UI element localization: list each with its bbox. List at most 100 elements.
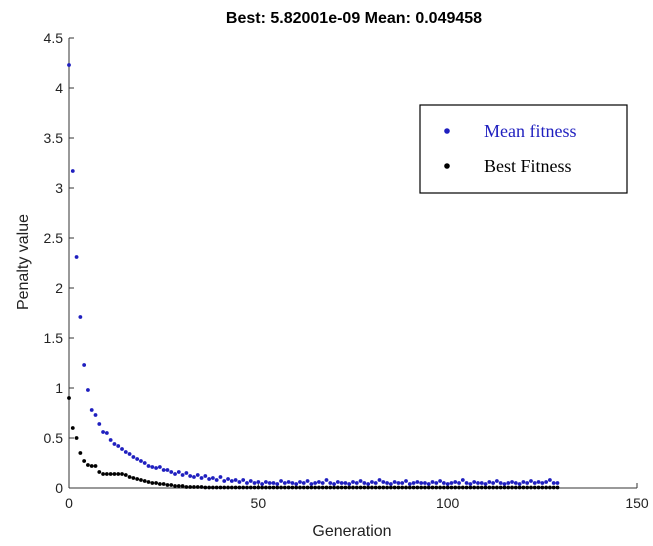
mean-fitness-point [411, 481, 416, 485]
best-fitness-point [89, 464, 94, 468]
best-fitness-point [351, 485, 355, 490]
best-fitness-point [449, 485, 454, 490]
mean-fitness-point [457, 481, 461, 485]
y-tick-label: 0.5 [44, 430, 64, 446]
best-fitness-point [271, 485, 276, 490]
best-fitness-point [104, 472, 109, 476]
best-fitness-point [233, 485, 238, 490]
mean-fitness-point [449, 481, 454, 485]
mean-fitness-point [207, 477, 212, 481]
best-fitness-point [445, 485, 450, 490]
mean-fitness-point [464, 481, 469, 485]
mean-fitness-point [358, 479, 363, 483]
best-fitness-point [419, 485, 424, 490]
best-fitness-point [305, 485, 310, 490]
best-fitness-point [434, 485, 439, 490]
best-fitness-point [97, 470, 102, 474]
mean-fitness-point [252, 481, 257, 485]
mean-fitness-point [423, 481, 427, 485]
best-fitness-point [423, 485, 427, 490]
best-fitness-point [203, 485, 208, 490]
best-fitness-point [472, 485, 477, 490]
legend-label-best: Best Fitness [484, 156, 572, 176]
mean-fitness-point [78, 315, 83, 319]
mean-fitness-point [108, 438, 113, 442]
mean-fitness-point [146, 464, 151, 468]
mean-fitness-point [142, 461, 147, 465]
mean-fitness-point [479, 481, 484, 485]
best-fitness-point [199, 485, 204, 489]
mean-fitness-point [536, 480, 541, 484]
best-fitness-point [392, 485, 397, 490]
y-tick-label: 1.5 [44, 330, 64, 346]
mean-fitness-point [324, 478, 329, 482]
mean-fitness-point [294, 482, 299, 486]
best-fitness-point [366, 485, 371, 490]
mean-fitness-point [502, 482, 507, 486]
best-fitness-point [487, 485, 492, 490]
mean-fitness-point [483, 482, 488, 486]
mean-fitness-point [491, 481, 496, 485]
mean-fitness-point [70, 169, 75, 173]
best-fitness-point [317, 485, 321, 490]
best-fitness-point [400, 485, 405, 490]
mean-fitness-point [139, 459, 143, 463]
best-fitness-point [464, 485, 469, 490]
mean-fitness-point [101, 430, 105, 434]
mean-fitness-point [517, 482, 522, 486]
mean-fitness-point [309, 482, 314, 486]
best-fitness-point [214, 485, 219, 490]
best-fitness-point [388, 485, 393, 490]
mean-fitness-point [354, 481, 359, 485]
mean-fitness-point [453, 480, 458, 484]
mean-fitness-point [430, 480, 435, 484]
best-fitness-point [430, 485, 435, 490]
mean-fitness-point [487, 480, 492, 484]
mean-fitness-point [415, 480, 420, 484]
mean-fitness-point [267, 481, 272, 485]
best-fitness-point [328, 485, 333, 490]
best-fitness-point [525, 485, 530, 490]
series-best-fitness [67, 396, 560, 490]
mean-fitness-point [298, 480, 302, 484]
best-fitness-point [210, 485, 215, 490]
mean-fitness-point [407, 482, 412, 486]
mean-fitness-point [476, 481, 480, 485]
mean-fitness-point [320, 481, 325, 485]
mean-fitness-point [381, 480, 386, 484]
best-fitness-point [165, 483, 170, 487]
mean-fitness-point [385, 481, 389, 485]
best-fitness-point [78, 451, 83, 455]
best-fitness-point [332, 485, 336, 490]
mean-fitness-point [305, 479, 310, 483]
mean-fitness-point [173, 472, 177, 476]
best-fitness-point [536, 485, 541, 490]
mean-fitness-point [237, 480, 242, 484]
mean-fitness-point [404, 479, 408, 483]
legend-marker-mean [444, 128, 450, 134]
best-fitness-point [116, 472, 121, 476]
best-fitness-point [494, 485, 499, 490]
mean-fitness-point [245, 481, 249, 485]
best-fitness-point [169, 483, 174, 487]
best-fitness-point [373, 485, 378, 490]
mean-fitness-point [218, 475, 223, 479]
best-fitness-point [157, 482, 162, 486]
x-tick-label: 50 [251, 495, 267, 511]
best-fitness-point [548, 485, 552, 490]
y-tick-label: 2 [55, 280, 63, 296]
best-fitness-point [123, 473, 128, 477]
best-fitness-point [396, 485, 401, 490]
mean-fitness-point [460, 478, 465, 482]
best-fitness-point [483, 485, 488, 490]
mean-fitness-point [388, 482, 393, 486]
best-fitness-point [335, 485, 340, 490]
best-fitness-point [286, 485, 291, 490]
best-fitness-point [108, 472, 113, 476]
best-fitness-point [381, 485, 386, 490]
best-fitness-point [112, 472, 117, 476]
best-fitness-point [298, 485, 302, 490]
best-fitness-point [127, 475, 132, 479]
mean-fitness-point [165, 468, 170, 472]
